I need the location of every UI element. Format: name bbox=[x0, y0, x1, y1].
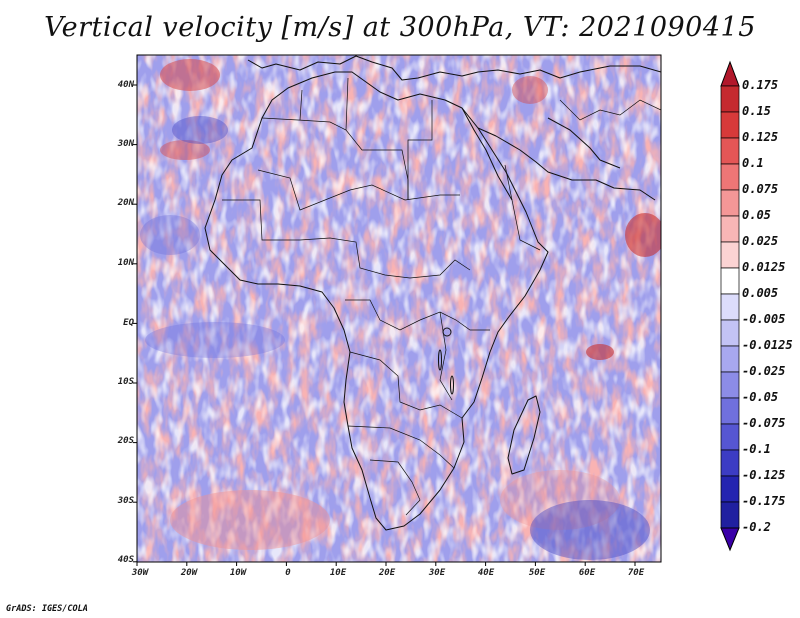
colorbar-label: 0.125 bbox=[742, 130, 779, 144]
colorbar-swatch bbox=[720, 241, 740, 269]
colorbar-label: -0.1 bbox=[742, 442, 771, 456]
lon-label: 10E bbox=[329, 568, 347, 578]
colorbar-label: 0.15 bbox=[742, 104, 771, 118]
europe-coastline bbox=[247, 55, 661, 81]
colorbar-label: -0.005 bbox=[742, 312, 786, 326]
colorbar-swatch bbox=[720, 475, 740, 503]
colorbar-label: -0.025 bbox=[742, 364, 786, 378]
lon-label: 70E bbox=[627, 568, 645, 578]
lat-label: 20N bbox=[117, 198, 134, 208]
colorbar-swatch bbox=[720, 137, 740, 165]
colorbar bbox=[720, 60, 740, 552]
lon-label: 30E bbox=[428, 568, 446, 578]
colorbar-swatch bbox=[720, 371, 740, 399]
lake bbox=[442, 327, 452, 337]
country-borders bbox=[504, 164, 541, 251]
africa-coastline bbox=[204, 71, 549, 531]
country-borders bbox=[261, 117, 409, 200]
lat-label: 30S bbox=[117, 496, 134, 506]
madagascar bbox=[507, 395, 541, 475]
colorbar-swatch bbox=[720, 449, 740, 477]
lat-label: 10N bbox=[117, 258, 134, 268]
colorbar-swatch bbox=[720, 397, 740, 425]
ascent-region bbox=[500, 470, 620, 530]
lon-label: 30W bbox=[131, 568, 149, 578]
colorbar-label: -0.05 bbox=[742, 390, 779, 404]
arabian-peninsula bbox=[477, 127, 656, 201]
lon-label: 10W bbox=[229, 568, 247, 578]
colorbar-swatch bbox=[720, 423, 740, 451]
credit-label: GrADS: IGES/COLA bbox=[6, 604, 88, 614]
lon-label: 20E bbox=[378, 568, 396, 578]
colorbar-swatch bbox=[720, 501, 740, 529]
country-borders bbox=[369, 459, 421, 516]
colorbar-label: 0.025 bbox=[742, 234, 779, 248]
descent-region bbox=[172, 116, 228, 144]
colorbar-label: 0.005 bbox=[742, 286, 779, 300]
map-title: Vertical velocity [m/s] at 300hPa, VT: 2… bbox=[44, 12, 756, 43]
colorbar-label: 0.1 bbox=[742, 156, 764, 170]
country-borders bbox=[222, 199, 471, 279]
lon-label: 50E bbox=[528, 568, 546, 578]
country-borders bbox=[407, 100, 433, 200]
ascent-region bbox=[160, 140, 210, 160]
lat-label: 40N bbox=[117, 80, 134, 90]
red-sea bbox=[461, 107, 513, 201]
ascent-region bbox=[586, 344, 614, 360]
colorbar-label: -0.075 bbox=[742, 416, 786, 430]
country-borders bbox=[347, 425, 455, 469]
colorbar-swatch bbox=[720, 293, 740, 321]
colorbar-label: 0.175 bbox=[742, 78, 779, 92]
lon-label: 40E bbox=[477, 568, 495, 578]
colorbar-swatch bbox=[720, 111, 740, 139]
lake bbox=[438, 349, 442, 371]
lat-label: EQ bbox=[123, 318, 134, 328]
country-borders bbox=[299, 77, 349, 131]
persian-gulf bbox=[547, 117, 621, 169]
colorbar-arrow-bottom bbox=[720, 527, 740, 552]
colorbar-label: 0.05 bbox=[742, 208, 771, 222]
descent-region bbox=[140, 215, 200, 255]
colorbar-arrow-top bbox=[720, 60, 740, 87]
lon-label: 20W bbox=[180, 568, 198, 578]
ascent-region bbox=[625, 213, 661, 257]
country-borders bbox=[345, 299, 490, 331]
colorbar-swatch bbox=[720, 189, 740, 217]
ascent-region bbox=[160, 59, 220, 91]
colorbar-swatch bbox=[720, 267, 740, 295]
colorbar-label: -0.0125 bbox=[742, 338, 793, 352]
lon-label: 60E bbox=[578, 568, 596, 578]
colorbar-swatch bbox=[720, 319, 740, 347]
lat-label: 30N bbox=[117, 139, 134, 149]
axis-ticks bbox=[133, 84, 636, 566]
colorbar-label: -0.2 bbox=[742, 520, 771, 534]
colorbar-label: 0.075 bbox=[742, 182, 779, 196]
descent-region bbox=[530, 500, 650, 560]
lake bbox=[450, 375, 454, 395]
country-borders bbox=[257, 169, 460, 211]
colorbar-swatch bbox=[720, 345, 740, 373]
field-texture-white bbox=[137, 55, 661, 562]
lon-label: 0 bbox=[285, 568, 291, 578]
country-borders bbox=[349, 351, 463, 419]
country-borders bbox=[559, 99, 661, 121]
map-frame bbox=[136, 54, 662, 563]
colorbar-swatch bbox=[720, 163, 740, 191]
colorbar-swatch bbox=[720, 85, 740, 113]
colorbar-swatch bbox=[720, 215, 740, 243]
colorbar-label: -0.175 bbox=[742, 494, 786, 508]
ascent-region bbox=[170, 490, 330, 550]
colorbar-label: -0.125 bbox=[742, 468, 786, 482]
colorbar-label: 0.0125 bbox=[742, 260, 786, 274]
lat-label: 10S bbox=[117, 377, 134, 387]
lat-label: 20S bbox=[117, 436, 134, 446]
ascent-region bbox=[512, 76, 548, 104]
descent-region bbox=[145, 322, 285, 358]
lat-label: 40S bbox=[117, 555, 134, 565]
